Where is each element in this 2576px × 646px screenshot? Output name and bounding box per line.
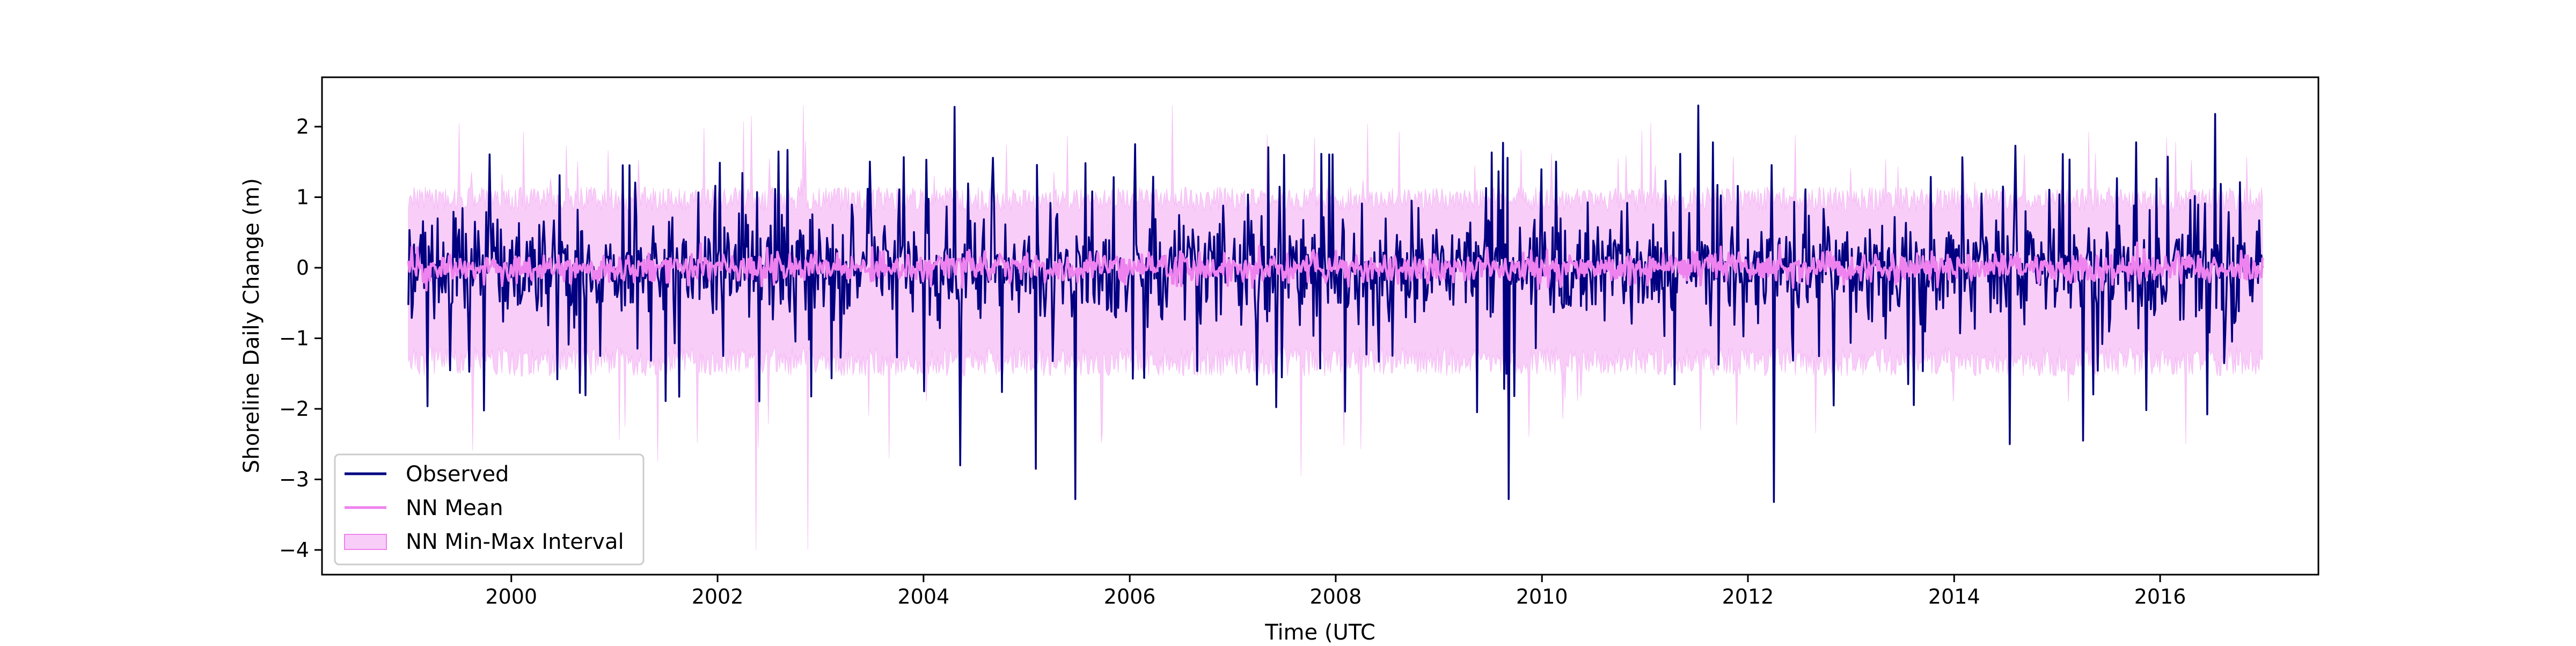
y-axis-title: Shoreline Daily Change (m) [239,178,264,473]
y-axis-ticks: 2 1 0 −1 −2 −3 −4 [279,115,322,562]
x-tick-label: 2000 [485,585,537,608]
x-tick-label: 2010 [1516,585,1568,608]
legend-nn-interval-label: NN Min-Max Interval [406,530,624,554]
x-axis-title: Time (UTC [1264,620,1375,644]
y-tick-label: −1 [279,327,309,350]
legend-nn-interval-swatch [344,534,387,550]
x-tick-label: 2008 [1310,585,1362,608]
y-tick-label: 1 [296,186,309,209]
x-tick-label: 2016 [2134,585,2186,608]
x-axis-ticks: 2000 2002 2004 2006 2008 2010 2012 2014 2016 [485,575,2186,608]
legend-box [334,453,645,566]
x-tick-label: 2004 [897,585,949,608]
nn-mean-series-line [407,241,2264,292]
legend-nn-mean-label: NN Mean [406,496,503,520]
x-tick-label: 2012 [1722,585,1774,608]
nn-mean-line-layer [407,241,2264,292]
plot-frame [321,76,2319,576]
y-tick-label: −4 [279,538,309,562]
y-tick-label: −3 [279,467,309,491]
x-tick-label: 2014 [1928,585,1980,608]
x-tick-label: 2006 [1104,585,1156,608]
y-tick-label: 0 [296,256,309,280]
x-tick-label: 2002 [692,585,744,608]
plot-area [407,104,2264,550]
y-tick-label: −2 [279,397,309,421]
legend-observed-label: Observed [406,462,509,487]
legend: Observed NN Mean NN Min-Max Interval [334,453,645,566]
y-tick-label: 2 [296,115,309,138]
